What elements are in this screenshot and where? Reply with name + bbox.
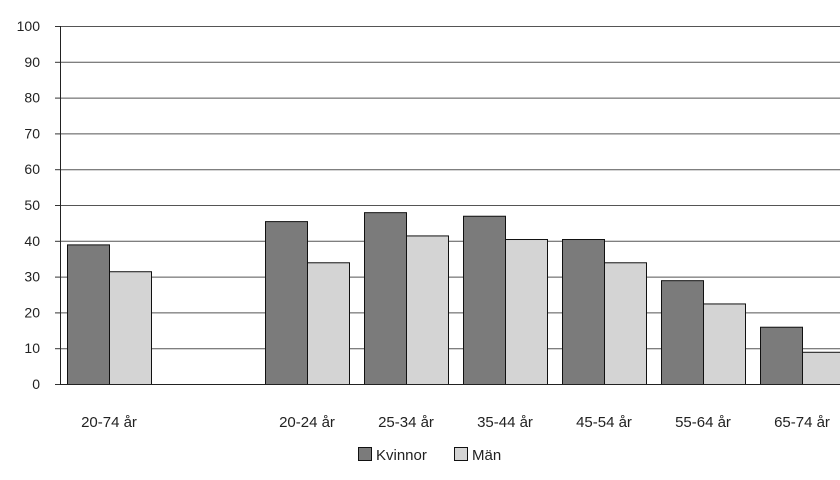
bar-man-6 (703, 303, 746, 386)
bars (67, 212, 840, 386)
y-tick-label: 50 (24, 197, 40, 213)
legend-swatch (358, 447, 372, 461)
y-tick-label: 40 (24, 233, 40, 249)
y-tick-label: 80 (24, 90, 40, 106)
category-label: 20-74 år (81, 414, 137, 431)
y-tick-label: 20 (24, 304, 40, 320)
bar-kvinnor-3 (364, 212, 407, 385)
bar-man-4 (505, 239, 548, 385)
bar-kvinnor-2 (265, 221, 308, 385)
category-label: 25-34 år (378, 414, 434, 431)
category-label: 55-64 år (675, 414, 731, 431)
category-label: 35-44 år (477, 414, 533, 431)
legend-label: Män (472, 447, 501, 464)
bar-man-5 (604, 262, 647, 385)
category-labels: 20-74 år 20-24 år 25-34 år 35-44 år 45-54 år… (81, 414, 830, 431)
gridlines (60, 26, 840, 350)
y-tick-label: 70 (24, 125, 40, 141)
y-tick-label: 60 (24, 161, 40, 177)
bar-kvinnor-0 (67, 244, 110, 385)
bar-kvinnor-7 (760, 326, 803, 385)
axes (55, 26, 840, 385)
bar-kvinnor-5 (562, 239, 605, 385)
legend: Kvinnor Män (358, 447, 501, 464)
y-tick-label: 0 (32, 376, 40, 392)
bar-kvinnor-4 (463, 215, 506, 385)
legend-label: Kvinnor (376, 447, 427, 464)
category-label: 20-24 år (279, 414, 335, 431)
y-tick-label: 90 (24, 54, 40, 70)
bar-kvinnor-6 (661, 280, 704, 385)
y-tick-labels: 0 10 20 30 40 50 60 70 80 90 100 (17, 18, 41, 392)
legend-swatch (454, 447, 468, 461)
bar-man-0 (109, 271, 152, 386)
y-tick-label: 10 (24, 340, 40, 356)
bar-man-2 (307, 262, 350, 385)
category-label: 65-74 år (774, 414, 830, 431)
bar-man-3 (406, 235, 449, 385)
bar-man-7 (802, 351, 840, 385)
category-label: 45-54 år (576, 414, 632, 431)
y-tick-label: 30 (24, 269, 40, 285)
y-tick-label: 100 (17, 18, 41, 34)
